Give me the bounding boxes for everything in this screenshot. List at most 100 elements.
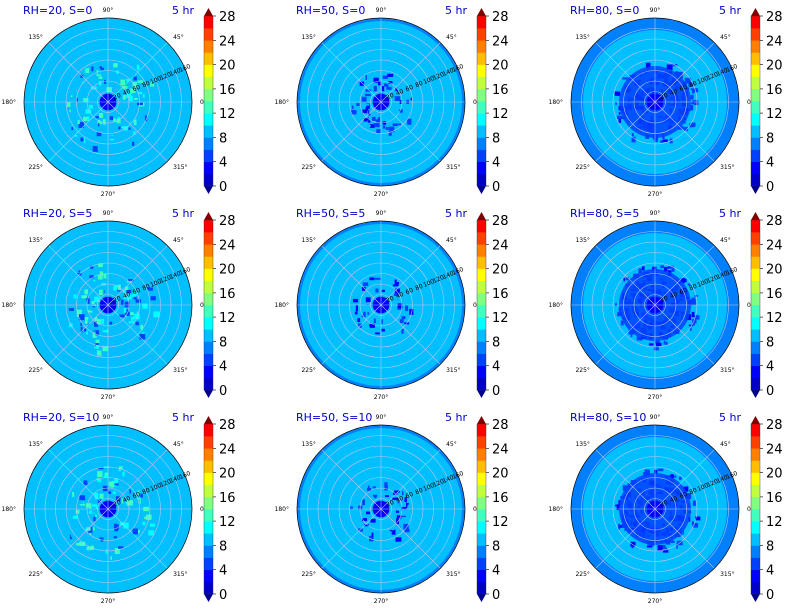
speckle-cell [398, 123, 401, 126]
speckle-cell [394, 279, 397, 286]
speckle-cell [126, 115, 133, 121]
speckle-cell [123, 344, 129, 350]
radial-tick-label: 100 [422, 75, 435, 86]
speckle-cell [400, 502, 407, 507]
colorbar-segment [204, 64, 213, 78]
speckle-cell [401, 316, 404, 322]
speckle-cell [365, 89, 372, 92]
speckle-cell [130, 311, 134, 315]
speckle-cell [141, 293, 147, 300]
colorbar-frame [750, 423, 761, 595]
polar-grid-spoke [380, 42, 441, 103]
colorbar-tick-label: 20 [492, 59, 509, 74]
radial-tick-label: 160 [725, 63, 738, 74]
speckle-cell [139, 333, 146, 340]
polar-grid-spoke [654, 449, 715, 510]
colorbar-segment [751, 448, 760, 461]
speckle-cell [662, 549, 669, 553]
speckle-cell [83, 117, 89, 121]
speckle-cell [382, 535, 388, 540]
speckle-cell [99, 113, 104, 118]
speckle-cell [622, 77, 629, 80]
colorbar-segment [204, 161, 213, 175]
angle-tick-label: 180° [275, 506, 289, 513]
angle-tick-label: 315° [446, 367, 460, 374]
colorbar-segment [477, 16, 486, 29]
colorbar-segment [204, 317, 213, 330]
angle-tick-label: 0° [473, 99, 480, 106]
colorbar-tick-label: 0 [766, 588, 774, 603]
speckle-cell [402, 85, 405, 90]
speckle-cell [109, 321, 113, 325]
radial-tick-label: 60 [405, 491, 415, 500]
colorbar-segment [477, 472, 486, 486]
colorbar-tick-label: 16 [219, 83, 236, 98]
speckle-cell [72, 515, 78, 519]
polar-grid-spoke [654, 245, 715, 306]
speckle-cell [670, 474, 674, 479]
polar-grid-spoke [595, 508, 656, 569]
speckle-cell [396, 531, 401, 537]
angle-tick-label: 315° [720, 367, 734, 374]
polar-frame [296, 17, 466, 187]
speckle-cell [78, 522, 82, 526]
colorbar-under-arrow [751, 186, 760, 194]
speckle-cell [116, 485, 120, 488]
polar-grid-spoke [380, 101, 441, 162]
radial-tick-label: 20 [112, 92, 122, 101]
colorbar-segment [477, 460, 486, 473]
speckle-cell [102, 119, 106, 126]
colorbar-segment [204, 244, 213, 257]
colorbar-segment [751, 557, 760, 571]
speckle-cell [116, 118, 121, 124]
speckle-cell [70, 531, 75, 537]
speckle-cell [365, 75, 367, 80]
speckle-cell [122, 58, 128, 63]
colorbar-segment [204, 569, 213, 583]
speckle-cell [389, 494, 394, 498]
angle-tick-label: 180° [275, 99, 289, 106]
angle-tick-label: 45° [720, 237, 731, 244]
angle-tick-label: 225° [28, 164, 42, 171]
speckle-cell [102, 530, 108, 534]
speckle-cell [96, 87, 100, 93]
speckle-cell [663, 266, 670, 269]
polar-speckles [351, 73, 413, 136]
speckle-cell [104, 472, 109, 477]
speckle-cell [120, 299, 124, 306]
speckle-cell [83, 137, 86, 144]
speckle-cell [395, 282, 399, 285]
colorbar-tick-label: 16 [492, 287, 509, 302]
speckle-cell [381, 289, 385, 292]
speckle-cell [395, 524, 400, 530]
colorbar-segment [477, 64, 486, 78]
speckle-cell [101, 350, 104, 353]
speckle-cell [404, 497, 407, 503]
colorbar-segment [204, 436, 213, 449]
speckle-cell [692, 523, 699, 528]
speckle-cell [113, 524, 119, 530]
colorbar-segment [204, 137, 213, 150]
colorbar-segment [751, 484, 760, 498]
speckle-cell [638, 268, 642, 273]
speckle-cell [403, 316, 406, 319]
speckle-cell [394, 96, 401, 101]
speckle-cell [129, 309, 132, 312]
angle-tick-label: 225° [28, 571, 42, 578]
speckle-cell [76, 309, 82, 312]
speckle-cell [118, 466, 123, 469]
speckle-cell [147, 287, 153, 291]
speckle-cell [88, 319, 91, 322]
speckle-cell [126, 316, 131, 321]
speckle-cell [666, 64, 673, 70]
speckle-cell [392, 497, 399, 500]
colorbar-under-arrow [204, 186, 213, 194]
colorbar-tick-label: 0 [492, 384, 500, 399]
speckle-cell [81, 485, 88, 488]
speckle-cell [625, 277, 630, 281]
speckle-cell [71, 127, 74, 131]
speckle-cell [687, 283, 691, 286]
speckle-cell [351, 110, 357, 115]
speckle-cell [83, 99, 88, 103]
